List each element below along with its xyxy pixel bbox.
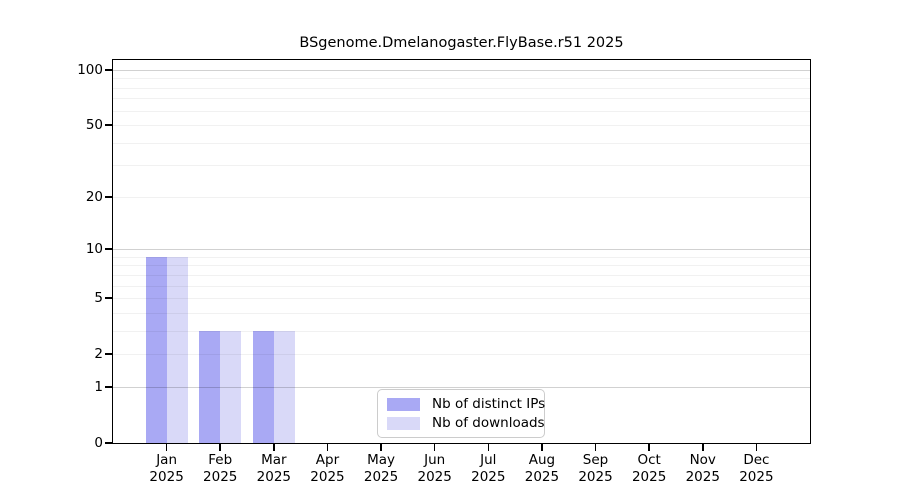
bar-jan-distinct-ips: [145, 256, 167, 443]
x-tick-oct: [648, 443, 650, 451]
y-tick-5: [105, 297, 113, 299]
bar-mar-distinct-ips: [252, 330, 274, 443]
gridline-100: [113, 69, 810, 71]
x-tick-year: 2025: [631, 468, 667, 485]
gridline-9: [113, 256, 810, 258]
x-tick-month: Dec: [743, 452, 770, 468]
gridline-90: [113, 78, 810, 80]
x-tick-month: Jun: [424, 452, 446, 468]
x-tick-label-mar: Mar 2025: [242, 452, 306, 485]
x-tick-year: 2025: [524, 468, 560, 485]
y-tick-50: [105, 124, 113, 126]
x-tick-nov: [701, 443, 704, 451]
y-tick-20: [105, 196, 113, 198]
x-tick-month: Oct: [637, 452, 661, 468]
gridline-2: [113, 354, 810, 356]
gridline-1: [113, 386, 810, 388]
x-tick-label-aug: Aug 2025: [510, 452, 574, 485]
gridline-10: [113, 249, 810, 251]
x-tick-feb: [219, 443, 222, 451]
x-tick-apr: [326, 443, 329, 451]
gridline-30: [113, 165, 810, 167]
gridline-6: [113, 285, 810, 287]
x-tick-year: 2025: [310, 468, 345, 485]
x-tick-month: Mar: [261, 452, 287, 468]
x-tick-month: May: [367, 452, 396, 468]
y-tick-1: [105, 386, 113, 388]
x-tick-jun: [433, 443, 436, 451]
bar-mar-downloads: [273, 330, 295, 443]
legend-item-distinct-ips: Nb of distinct IPs: [387, 396, 545, 412]
x-tick-label-sep: Sep 2025: [564, 452, 628, 485]
x-tick-year: 2025: [149, 468, 184, 485]
legend-swatch-downloads: [387, 416, 420, 430]
x-tick-label-feb: Feb 2025: [188, 452, 252, 485]
gridline-5: [113, 298, 810, 300]
x-tick-year: 2025: [363, 468, 399, 485]
legend-swatch-distinct-ips: [387, 397, 420, 411]
x-tick-label-oct: Oct 2025: [617, 452, 681, 485]
y-tick-label-20: 20: [85, 188, 103, 205]
x-tick-label-jul: Jul 2025: [456, 452, 520, 485]
x-tick-label-jun: Jun 2025: [403, 452, 467, 485]
gridline-70: [113, 98, 810, 100]
x-tick-may: [380, 443, 382, 451]
gridline-7: [113, 274, 810, 276]
y-tick-0: [105, 442, 113, 444]
x-tick-label-jan: Jan 2025: [135, 452, 199, 485]
gridline-40: [113, 142, 810, 144]
x-tick-label-apr: Apr 2025: [295, 452, 359, 485]
x-tick-mar: [273, 443, 275, 451]
x-tick-month: Jan: [156, 452, 178, 468]
x-tick-month: Sep: [582, 452, 609, 468]
x-tick-aug: [541, 443, 543, 451]
y-tick-100: [105, 68, 113, 71]
y-tick-label-2: 2: [94, 346, 103, 363]
y-tick-label-5: 5: [94, 290, 103, 307]
x-tick-dec: [755, 443, 758, 451]
x-tick-month: Aug: [528, 452, 556, 468]
bar-jan-downloads: [166, 256, 188, 443]
x-tick-sep: [594, 443, 597, 451]
x-tick-year: 2025: [471, 468, 506, 485]
gridline-50: [113, 125, 810, 127]
y-tick-label-1: 1: [94, 378, 103, 395]
plot-area: Nb of distinct IPs Nb of downloads: [112, 59, 811, 444]
x-tick-jan: [165, 443, 168, 451]
bar-feb-downloads: [220, 330, 242, 443]
y-tick-label-0: 0: [94, 435, 103, 451]
bar-feb-distinct-ips: [199, 330, 221, 443]
x-tick-year: 2025: [203, 468, 238, 485]
x-tick-month: Apr: [315, 452, 340, 468]
x-tick-label-may: May 2025: [349, 452, 413, 485]
x-tick-month: Jul: [480, 452, 497, 468]
chart-title: BSgenome.Dmelanogaster.FlyBase.r51 2025: [299, 35, 624, 51]
x-tick-year: 2025: [417, 468, 452, 485]
y-tick-2: [105, 353, 113, 355]
gridline-3: [113, 330, 810, 332]
x-tick-year: 2025: [256, 468, 292, 485]
x-tick-year: 2025: [578, 468, 613, 485]
x-tick-label-dec: Dec 2025: [724, 452, 788, 485]
y-tick-label-50: 50: [85, 117, 103, 134]
gridline-8: [113, 265, 810, 267]
legend-item-downloads: Nb of downloads: [387, 415, 545, 431]
x-tick-month: Nov: [689, 452, 716, 468]
legend-label-distinct-ips: Nb of distinct IPs: [432, 396, 546, 412]
y-tick-10: [105, 248, 113, 250]
x-tick-jul: [487, 443, 490, 451]
gridline-80: [113, 87, 810, 89]
x-tick-year: 2025: [739, 468, 774, 485]
y-tick-label-100: 100: [77, 61, 103, 78]
gridline-20: [113, 196, 810, 198]
x-tick-label-nov: Nov 2025: [671, 452, 735, 485]
legend-label-downloads: Nb of downloads: [432, 415, 545, 431]
y-tick-label-10: 10: [85, 241, 103, 258]
x-tick-year: 2025: [685, 468, 720, 485]
x-tick-month: Feb: [208, 452, 233, 468]
legend: Nb of distinct IPs Nb of downloads: [377, 389, 545, 438]
gridline-4: [113, 312, 810, 314]
gridline-60: [113, 110, 810, 112]
